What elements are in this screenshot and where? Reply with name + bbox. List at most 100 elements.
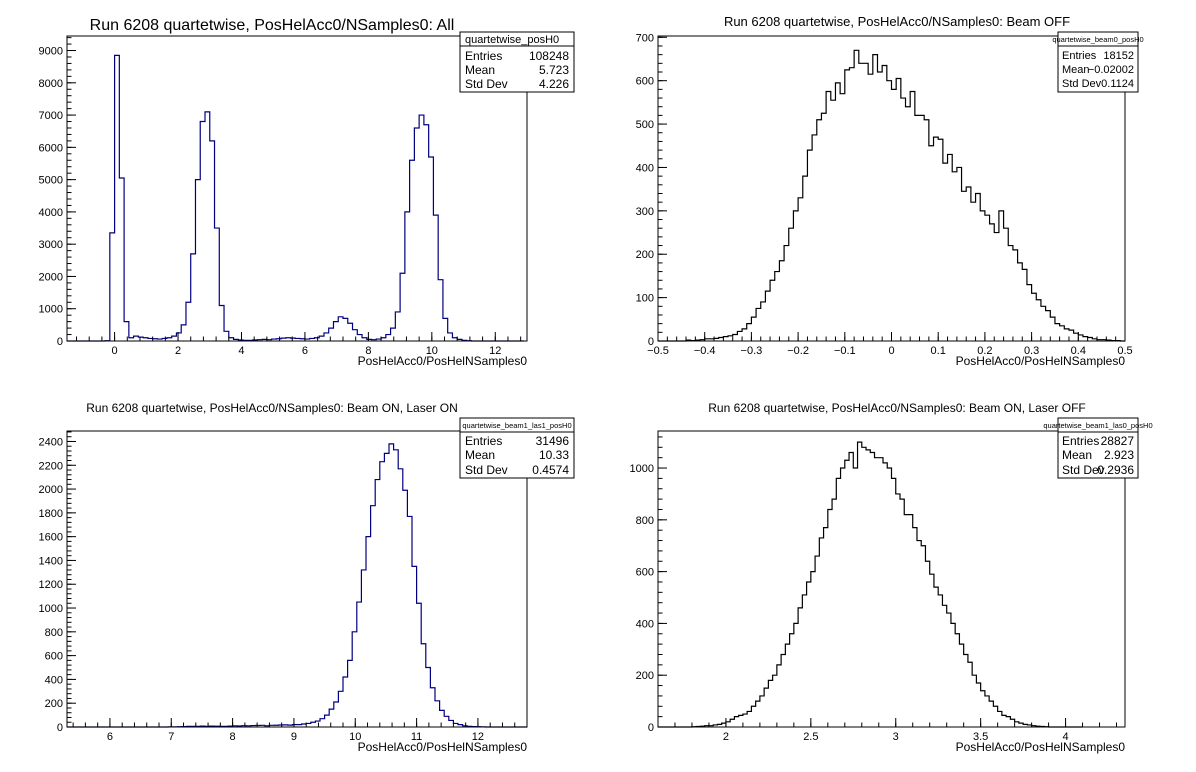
pad-laser-on-y-tick-label: 1800 <box>39 508 63 520</box>
pad-laser-on-y-tick-label: 1600 <box>39 532 63 544</box>
pad-beam-off-stats-stddev-value: 0.1124 <box>1101 78 1134 90</box>
pad-laser-on-y-tick-label: 2200 <box>39 460 63 472</box>
pad-laser-off-frame <box>657 430 1126 728</box>
pad-all-y-ticks: 0 1000 2000 3000 4000 5000 6000 7000 8000 9000 <box>39 37 76 348</box>
pad-beam-off-y-tick-label: 0 <box>648 336 654 348</box>
pad-all-frame <box>66 35 528 342</box>
pad-beam-off-x-axis-label: PosHelAcc0/PosHelNSamples0 <box>956 354 1126 368</box>
pad-laser-off-stats-mean-value: 2.923 <box>1104 448 1134 462</box>
pad-beam-off-title: Run 6208 quartetwise, PosHelAcc0/NSample… <box>724 14 1070 29</box>
pad-laser-off-x-tick-label: 2.5 <box>803 731 818 743</box>
pad-laser-off-y-tick-label: 800 <box>636 515 654 527</box>
pad-all-x-tick-label: 2 <box>175 345 181 357</box>
pad-laser-on-y-ticks: 0 200 400 600 800 1000 1200 1400 1600 1800 2000 220… <box>39 431 76 734</box>
pad-all-y-tick-label: 7000 <box>39 110 63 122</box>
pad-all-y-tick-label: 4000 <box>39 207 63 219</box>
pad-laser-on-y-tick-label: 600 <box>45 651 63 663</box>
pad-laser-on-stats-stddev-label: Std Dev <box>465 463 508 477</box>
pad-all-stats-stddev-value: 4.226 <box>539 77 569 91</box>
pad-all: Run 6208 quartetwise, PosHelAcc0/NSample… <box>39 17 575 368</box>
pad-beam-off-x-tick-label: 0.1 <box>931 345 946 357</box>
pad-all-stats-name: quartetwise_posH0 <box>465 34 559 46</box>
pad-beam-off-y-tick-label: 300 <box>636 206 654 218</box>
pad-laser-on-stats-mean-value: 10.33 <box>539 448 569 462</box>
pad-laser-off-x-tick-label: 3 <box>893 731 899 743</box>
pad-laser-on-y-tick-label: 2400 <box>39 436 63 448</box>
pad-beam-off-y-tick-label: 100 <box>636 293 654 305</box>
pad-all-x-tick-label: 12 <box>489 345 501 357</box>
pad-laser-off-stats-entries-value: 28827 <box>1101 434 1135 448</box>
pad-all-x-tick-label: 8 <box>365 345 371 357</box>
pad-all-title: Run 6208 quartetwise, PosHelAcc0/NSample… <box>90 17 455 34</box>
pad-laser-off-stats-stddev-value: 0.2936 <box>1097 463 1134 477</box>
pad-laser-on-y-tick-label: 800 <box>45 627 63 639</box>
pad-beam-off-x-tick-label: 0.5 <box>1117 345 1132 357</box>
pad-all-y-tick-label: 6000 <box>39 142 63 154</box>
pad-beam-off-x-tick-label: −0.5 <box>647 345 669 357</box>
pad-beam-off-stats-stddev-label: Std Dev <box>1062 78 1102 90</box>
pad-all-stats-mean-label: Mean <box>465 63 495 77</box>
pad-all-x-tick-label: 6 <box>302 345 308 357</box>
pad-beam-off-stats-name: quartetwise_beam0_posH0 <box>1052 35 1143 44</box>
pad-laser-on-y-tick-label: 1000 <box>39 603 63 615</box>
pad-all-stats-entries-label: Entries <box>465 49 502 63</box>
pad-laser-off-stats-name: quartetwise_beam1_las0_posH0 <box>1043 421 1152 430</box>
pad-laser-on-y-tick-label: 200 <box>45 698 63 710</box>
pad-laser-off-y-tick-label: 1000 <box>630 463 654 475</box>
pad-laser-off-y-tick-label: 400 <box>636 618 654 630</box>
pad-beam-off-x-tick-label: 0.4 <box>1071 345 1086 357</box>
pad-beam-off-y-tick-label: 500 <box>636 119 654 131</box>
pad-laser-on-y-tick-label: 400 <box>45 674 63 686</box>
pad-laser-on-x-tick-label: 6 <box>107 731 113 743</box>
pad-all-stats-box: quartetwise_posH0 Entries 108248 Mean 5.… <box>459 31 575 93</box>
pad-laser-off-x-tick-label: 3.5 <box>973 731 988 743</box>
pad-laser-off-stats-entries-label: Entries <box>1062 434 1099 448</box>
pad-laser-off-x-tick-label: 2 <box>723 731 729 743</box>
pad-laser-on-stats-name: quartetwise_beam1_las1_posH0 <box>462 421 571 430</box>
pad-beam-off: Run 6208 quartetwise, PosHelAcc0/NSample… <box>636 14 1144 368</box>
pad-beam-off-histogram <box>658 49 1125 342</box>
pad-laser-on-y-tick-label: 1400 <box>39 555 63 567</box>
pad-all-x-ticks: 0 2 4 6 8 10 12 <box>76 332 522 357</box>
pad-all-x-tick-label: 10 <box>426 345 438 357</box>
pad-laser-off-y-tick-label: 600 <box>636 567 654 579</box>
pad-laser-off-y-tick-label: 0 <box>648 722 654 734</box>
pad-beam-off-x-ticks: −0.5 −0.4 −0.3 −0.2 −0.1 0 0.1 0.2 0.3 0.4 0.5 <box>647 332 1133 357</box>
pad-beam-off-stats-entries-value: 18152 <box>1103 50 1134 62</box>
pad-laser-on-x-tick-label: 11 <box>411 731 422 743</box>
pad-laser-on-stats-stddev-value: 0.4574 <box>532 463 569 477</box>
pad-all-y-tick-label: 8000 <box>39 78 63 90</box>
pad-beam-off-stats-mean-value: −0.02002 <box>1088 64 1134 76</box>
pad-laser-on-y-tick-label: 2000 <box>39 484 63 496</box>
pad-laser-on-title: Run 6208 quartetwise, PosHelAcc0/NSample… <box>86 401 458 415</box>
pad-laser-on-y-tick-label: 1200 <box>39 579 63 591</box>
pad-beam-off-x-tick-label: 0 <box>888 345 894 357</box>
pad-laser-off-stats-box: quartetwise_beam1_las0_posH0 Entries 288… <box>1043 417 1153 479</box>
pad-laser-off-y-ticks: 0 200 400 600 800 1000 <box>630 436 667 734</box>
pad-laser-on-x-tick-label: 12 <box>472 731 484 743</box>
pad-laser-off-stats-stddev-label: Std Dev <box>1062 463 1105 477</box>
pad-laser-on-stats-box: quartetwise_beam1_las1_posH0 Entries 314… <box>459 417 575 479</box>
pad-all-y-tick-label: 3000 <box>39 239 63 251</box>
pad-laser-on: Run 6208 quartetwise, PosHelAcc0/NSample… <box>39 401 575 754</box>
pad-all-y-tick-label: 0 <box>57 336 63 348</box>
pad-laser-off-y-tick-label: 200 <box>636 670 654 682</box>
pad-all-y-tick-label: 2000 <box>39 271 63 283</box>
pad-laser-off-x-ticks: 2 2.5 3 3.5 4 <box>674 718 1118 743</box>
pad-laser-on-stats-mean-label: Mean <box>465 448 495 462</box>
pad-all-y-tick-label: 5000 <box>39 175 63 187</box>
pad-laser-on-x-tick-label: 10 <box>349 731 361 743</box>
pad-beam-off-y-tick-label: 200 <box>636 249 654 261</box>
pad-beam-off-y-tick-label: 600 <box>636 76 654 88</box>
pad-laser-off: Run 6208 quartetwise, PosHelAcc0/NSample… <box>630 401 1153 754</box>
pad-laser-on-x-axis-label: PosHelAcc0/PosHelNSamples0 <box>358 740 528 754</box>
pad-laser-on-x-tick-label: 7 <box>168 731 174 743</box>
pad-beam-off-stats-entries-label: Entries <box>1062 50 1097 62</box>
pad-laser-on-x-tick-label: 9 <box>291 731 297 743</box>
pad-laser-off-x-tick-label: 4 <box>1063 731 1069 743</box>
pad-beam-off-y-tick-label: 700 <box>636 32 654 44</box>
pad-beam-off-x-tick-label: −0.4 <box>694 345 716 357</box>
pad-all-y-tick-label: 1000 <box>39 304 63 316</box>
pad-beam-off-frame <box>657 35 1126 342</box>
